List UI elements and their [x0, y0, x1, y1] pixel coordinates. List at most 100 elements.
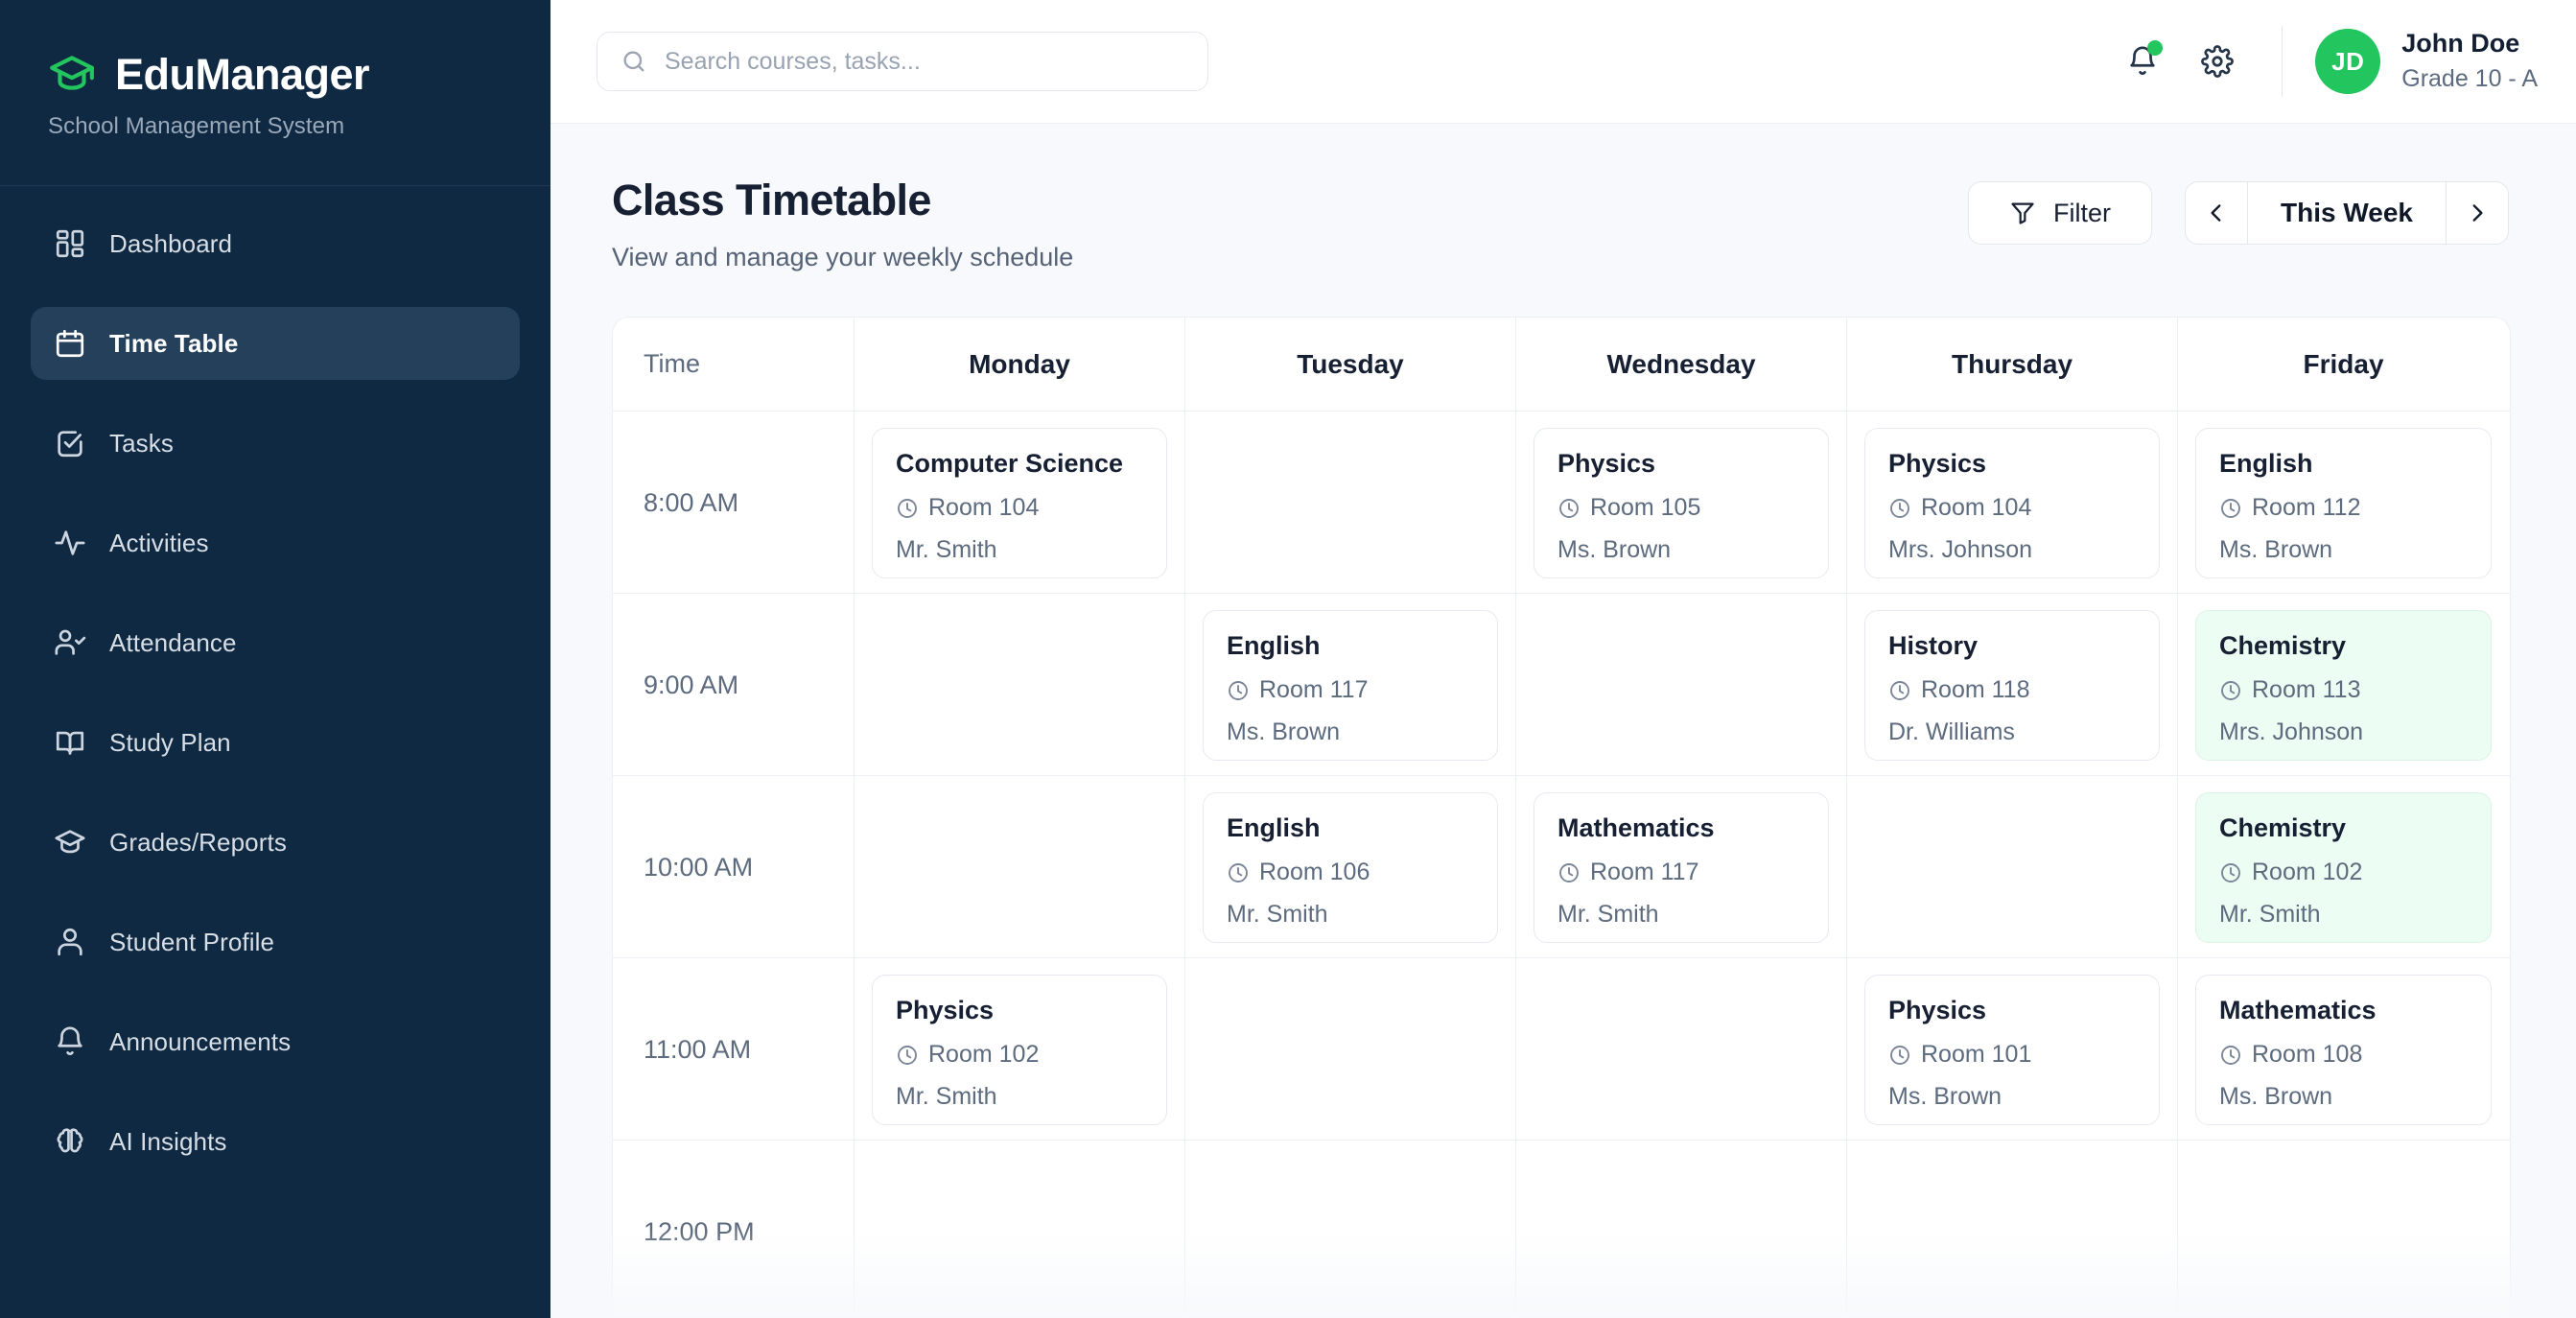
class-teacher: Mr. Smith — [896, 1083, 997, 1111]
class-card[interactable]: Chemistry Room 102 Mr. Smith — [2195, 791, 2492, 943]
class-teacher: Ms. Brown — [1557, 536, 1672, 564]
class-subject: English — [1227, 630, 1321, 660]
time-slot-cell: 12:00 PM — [613, 1141, 855, 1318]
timetable-cell[interactable]: Chemistry Room 102 Mr. Smith — [2178, 776, 2509, 958]
clock-icon — [2219, 679, 2242, 702]
timetable-cell[interactable] — [1185, 958, 1516, 1141]
sidebar-item-grades-reports[interactable]: Grades/Reports — [31, 806, 520, 879]
week-navigator: This Week — [2185, 181, 2509, 245]
previous-week-button[interactable] — [2186, 182, 2247, 244]
search-input[interactable]: Search courses, tasks... — [597, 32, 1208, 91]
class-room-label: Room 106 — [1259, 859, 1370, 886]
class-room: Room 104 — [896, 494, 1143, 522]
class-card[interactable]: Chemistry Room 113 Mrs. Johnson — [2195, 609, 2492, 761]
class-card[interactable]: History Room 118 Dr. Williams — [1864, 609, 2160, 761]
timetable-column-header-thursday: Thursday — [1847, 318, 2178, 411]
class-card[interactable]: Physics Room 101 Ms. Brown — [1864, 974, 2160, 1125]
sidebar-item-study-plan[interactable]: Study Plan — [31, 706, 520, 779]
class-card[interactable]: Mathematics Room 108 Ms. Brown — [2195, 974, 2492, 1125]
settings-button[interactable] — [2190, 34, 2245, 89]
class-card[interactable]: English Room 117 Ms. Brown — [1203, 609, 1498, 761]
timetable-header-row: Time Monday Tuesday Wednesday Thursday Friday — [613, 318, 2510, 412]
page-actions: Filter This Week — [1968, 176, 2509, 245]
sidebar-item-label: Activities — [109, 528, 209, 557]
timetable-cell[interactable] — [1185, 1141, 1516, 1318]
sidebar-item-label: Tasks — [109, 428, 174, 458]
class-card[interactable]: Physics Room 105 Ms. Brown — [1534, 427, 1829, 578]
timetable-cell[interactable]: Physics Room 102 Mr. Smith — [855, 958, 1185, 1141]
time-slot-label: 12:00 PM — [644, 1216, 755, 1246]
class-card[interactable]: English Room 112 Ms. Brown — [2195, 427, 2492, 578]
topbar-separator — [2282, 26, 2283, 97]
class-card[interactable]: Physics Room 102 Mr. Smith — [872, 974, 1167, 1125]
class-room-label: Room 104 — [928, 494, 1040, 522]
timetable-row: 8:00 AM Computer Science Room 104 Mr. Smith… — [613, 412, 2510, 594]
user-check-icon — [54, 626, 86, 659]
week-nav-separator-left — [2247, 182, 2249, 244]
timetable-row: 11:00 AM Physics Room 102 Mr. Smith Physics R… — [613, 958, 2510, 1141]
class-card[interactable]: English Room 106 Mr. Smith — [1203, 791, 1498, 943]
sidebar-item-activities[interactable]: Activities — [31, 506, 520, 579]
timetable-body: 8:00 AM Computer Science Room 104 Mr. Smith… — [613, 412, 2510, 1318]
class-teacher: Dr. Williams — [1888, 718, 2015, 746]
timetable-cell[interactable] — [2178, 1141, 2509, 1318]
timetable-cell[interactable]: History Room 118 Dr. Williams — [1847, 594, 2178, 776]
topbar-right: JD John Doe Grade 10 - A — [2096, 26, 2538, 97]
timetable-cell[interactable]: English Room 112 Ms. Brown — [2178, 412, 2509, 594]
brand-subtitle: School Management System — [48, 113, 345, 139]
grid-dashboard-icon — [54, 227, 86, 260]
class-room: Room 113 — [2219, 676, 2468, 704]
class-subject: English — [2219, 448, 2313, 478]
timetable-cell[interactable]: Physics Room 105 Ms. Brown — [1516, 412, 1847, 594]
timetable-cell[interactable] — [1847, 1141, 2178, 1318]
notifications-button[interactable] — [2115, 34, 2170, 89]
timetable-cell[interactable] — [1516, 594, 1847, 776]
filter-button[interactable]: Filter — [1968, 181, 2153, 245]
filter-button-label: Filter — [2053, 198, 2112, 227]
time-slot-cell: 10:00 AM — [613, 776, 855, 958]
chevron-left-icon — [2204, 200, 2229, 225]
timetable-column-header-friday: Friday — [2178, 318, 2509, 411]
class-subject: Computer Science — [896, 448, 1124, 478]
timetable-cell[interactable]: Mathematics Room 117 Mr. Smith — [1516, 776, 1847, 958]
timetable-cell[interactable] — [855, 1141, 1185, 1318]
timetable-cell[interactable]: Chemistry Room 113 Mrs. Johnson — [2178, 594, 2509, 776]
class-card[interactable]: Physics Room 104 Mrs. Johnson — [1864, 427, 2160, 578]
timetable-cell[interactable] — [855, 594, 1185, 776]
class-room-label: Room 117 — [1259, 676, 1369, 704]
timetable-cell[interactable]: Physics Room 104 Mrs. Johnson — [1847, 412, 2178, 594]
sidebar-item-announcements[interactable]: Announcements — [31, 1005, 520, 1078]
sidebar-item-dashboard[interactable]: Dashboard — [31, 207, 520, 280]
timetable-cell[interactable]: English Room 106 Mr. Smith — [1185, 776, 1516, 958]
sidebar-item-tasks[interactable]: Tasks — [31, 407, 520, 480]
timetable-row: 12:00 PM — [613, 1141, 2510, 1318]
class-card[interactable]: Mathematics Room 117 Mr. Smith — [1534, 791, 1829, 943]
timetable-cell[interactable]: English Room 117 Ms. Brown — [1185, 594, 1516, 776]
current-week-label[interactable]: This Week — [2281, 198, 2413, 227]
user-menu[interactable]: JD John Doe Grade 10 - A — [2315, 28, 2538, 96]
timetable-cell[interactable]: Mathematics Room 108 Ms. Brown — [2178, 958, 2509, 1141]
timetable-cell[interactable] — [1516, 1141, 1847, 1318]
timetable-cell[interactable]: Physics Room 101 Ms. Brown — [1847, 958, 2178, 1141]
sidebar-item-time-table[interactable]: Time Table — [31, 307, 520, 380]
class-card[interactable]: Computer Science Room 104 Mr. Smith — [872, 427, 1167, 578]
search-icon — [621, 48, 647, 75]
sidebar: EduManager School Management System Dash… — [0, 0, 550, 1318]
class-room: Room 118 — [1888, 676, 2136, 704]
sidebar-item-student-profile[interactable]: Student Profile — [31, 906, 520, 978]
sidebar-item-ai-insights[interactable]: AI Insights — [31, 1105, 520, 1178]
sidebar-item-label: Announcements — [109, 1026, 292, 1056]
class-room-label: Room 104 — [1921, 494, 2032, 522]
next-week-button[interactable] — [2447, 182, 2508, 244]
sidebar-item-attendance[interactable]: Attendance — [31, 606, 520, 679]
class-subject: English — [1227, 812, 1321, 842]
timetable-cell[interactable] — [1516, 958, 1847, 1141]
class-teacher: Ms. Brown — [2219, 536, 2333, 564]
timetable-cell[interactable] — [1847, 776, 2178, 958]
class-room: Room 101 — [1888, 1041, 2136, 1069]
class-teacher: Mr. Smith — [896, 536, 997, 564]
timetable-cell[interactable]: Computer Science Room 104 Mr. Smith — [855, 412, 1185, 594]
timetable-cell[interactable] — [855, 776, 1185, 958]
timetable-cell[interactable] — [1185, 412, 1516, 594]
column-header-label: Friday — [2303, 348, 2384, 379]
